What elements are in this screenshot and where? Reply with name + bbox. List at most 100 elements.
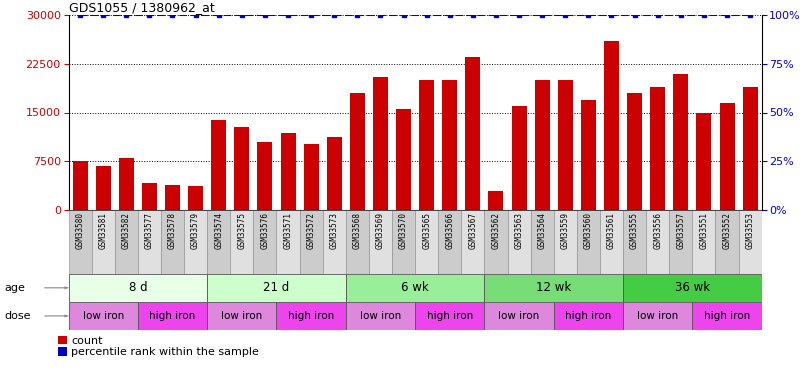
Text: GSM33573: GSM33573: [330, 212, 339, 249]
Bar: [207, 210, 231, 274]
Bar: [207, 274, 346, 302]
Bar: [396, 109, 411, 210]
Bar: [742, 87, 758, 210]
Text: GSM33569: GSM33569: [376, 212, 385, 249]
Text: GSM33562: GSM33562: [492, 212, 501, 249]
Text: GSM33566: GSM33566: [445, 212, 455, 249]
Text: GSM33552: GSM33552: [722, 212, 732, 249]
Text: GSM33557: GSM33557: [676, 212, 685, 249]
Bar: [512, 106, 526, 210]
Text: GSM33578: GSM33578: [168, 212, 177, 249]
Bar: [461, 210, 484, 274]
Text: GSM33579: GSM33579: [191, 212, 200, 249]
Bar: [138, 210, 161, 274]
Bar: [138, 302, 207, 330]
Text: GSM33577: GSM33577: [145, 212, 154, 249]
Bar: [322, 210, 346, 274]
Text: GSM33575: GSM33575: [237, 212, 247, 249]
Text: GSM33567: GSM33567: [468, 212, 477, 249]
Text: GSM33581: GSM33581: [98, 212, 108, 249]
Bar: [442, 80, 457, 210]
Bar: [604, 41, 619, 210]
Text: high iron: high iron: [149, 311, 196, 321]
Bar: [577, 210, 600, 274]
Bar: [207, 302, 276, 330]
Text: GSM33556: GSM33556: [653, 212, 663, 249]
Bar: [300, 210, 322, 274]
Text: high iron: high iron: [426, 311, 473, 321]
Text: GSM33555: GSM33555: [630, 212, 639, 249]
Bar: [623, 274, 762, 302]
Bar: [696, 112, 712, 210]
Bar: [484, 274, 623, 302]
Bar: [692, 210, 716, 274]
Bar: [484, 210, 508, 274]
Bar: [350, 93, 365, 210]
Bar: [623, 210, 646, 274]
Text: GSM33551: GSM33551: [700, 212, 708, 249]
Text: GSM33572: GSM33572: [306, 212, 316, 249]
Bar: [738, 210, 762, 274]
Text: 36 wk: 36 wk: [675, 281, 710, 294]
Text: GDS1055 / 1380962_at: GDS1055 / 1380962_at: [69, 1, 214, 14]
Text: GSM33564: GSM33564: [538, 212, 546, 249]
Bar: [257, 142, 272, 210]
Text: GSM33560: GSM33560: [584, 212, 593, 249]
Bar: [673, 74, 688, 210]
Text: GSM33574: GSM33574: [214, 212, 223, 249]
Text: GSM33568: GSM33568: [353, 212, 362, 249]
Bar: [165, 184, 180, 210]
Bar: [369, 210, 392, 274]
Text: GSM33559: GSM33559: [561, 212, 570, 249]
Bar: [716, 210, 738, 274]
Bar: [508, 210, 530, 274]
Bar: [373, 77, 388, 210]
Text: GSM33553: GSM33553: [746, 212, 754, 249]
Bar: [69, 210, 92, 274]
Bar: [326, 137, 342, 210]
Text: GSM33580: GSM33580: [76, 212, 85, 249]
Bar: [184, 210, 207, 274]
Bar: [211, 120, 226, 210]
Text: 12 wk: 12 wk: [536, 281, 571, 294]
Text: high iron: high iron: [288, 311, 334, 321]
Bar: [92, 210, 114, 274]
Bar: [558, 80, 573, 210]
Text: GSM33570: GSM33570: [399, 212, 408, 249]
Text: 6 wk: 6 wk: [401, 281, 429, 294]
Bar: [438, 210, 461, 274]
Bar: [142, 183, 157, 210]
Bar: [488, 190, 504, 210]
Bar: [530, 210, 554, 274]
Bar: [346, 274, 484, 302]
Text: GSM33563: GSM33563: [514, 212, 524, 249]
Bar: [646, 210, 669, 274]
Text: 8 d: 8 d: [128, 281, 147, 294]
Bar: [419, 80, 434, 210]
Text: GSM33565: GSM33565: [422, 212, 431, 249]
Bar: [231, 210, 253, 274]
Bar: [415, 210, 438, 274]
Bar: [623, 302, 692, 330]
Text: high iron: high iron: [704, 311, 750, 321]
Bar: [465, 57, 480, 210]
Bar: [276, 210, 300, 274]
Bar: [581, 99, 596, 210]
Bar: [235, 127, 249, 210]
Bar: [69, 302, 138, 330]
Bar: [484, 302, 554, 330]
Bar: [392, 210, 415, 274]
Bar: [600, 210, 623, 274]
Bar: [692, 302, 762, 330]
Text: low iron: low iron: [359, 311, 401, 321]
Bar: [304, 144, 318, 210]
Bar: [554, 210, 577, 274]
Bar: [346, 210, 369, 274]
Text: 21 d: 21 d: [264, 281, 289, 294]
Text: GSM33582: GSM33582: [122, 212, 131, 249]
Bar: [188, 186, 203, 210]
Text: GSM33561: GSM33561: [607, 212, 616, 249]
Bar: [720, 103, 734, 210]
Bar: [280, 133, 296, 210]
Bar: [161, 210, 184, 274]
